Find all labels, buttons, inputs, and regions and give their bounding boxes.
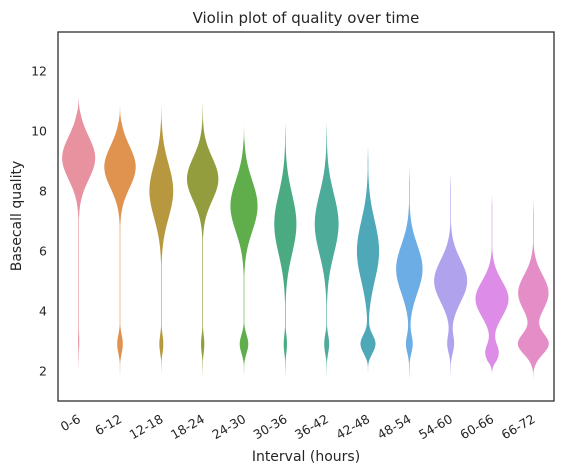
y-tick-labels: 2 4 6 8 10 12 — [31, 64, 47, 379]
violin-6-12 — [104, 104, 136, 377]
x-tick-label: 36-42 — [292, 411, 331, 442]
y-tick-label: 4 — [39, 304, 47, 319]
x-tick-labels: 0-6 6-12 12-18 18-24 24-30 30-36 36-42 42-48 48-… — [58, 411, 538, 442]
violin-18-24 — [186, 101, 219, 377]
violin-30-36 — [274, 122, 297, 377]
y-axis-label: Basecall quality — [9, 161, 25, 272]
y-tick-label: 8 — [39, 184, 47, 199]
x-tick-label: 24-30 — [209, 411, 248, 442]
x-tick-label: 66-72 — [499, 411, 538, 442]
x-tick-label: 60-66 — [457, 411, 496, 442]
x-tick-label: 0-6 — [58, 411, 83, 434]
x-axis-label: Interval (hours) — [252, 449, 360, 465]
violin-66-72 — [517, 200, 549, 380]
y-tick-label: 6 — [39, 244, 47, 259]
violin-0-6 — [62, 95, 96, 371]
violin-36-42 — [314, 122, 339, 377]
y-tick-label: 2 — [39, 364, 47, 379]
x-tick-label: 30-36 — [251, 411, 290, 442]
violin-60-66 — [475, 194, 509, 374]
x-tick-label: 6-12 — [92, 411, 124, 438]
violin-12-18 — [149, 104, 174, 374]
violins-group — [62, 95, 549, 380]
violin-24-30 — [230, 125, 258, 377]
violin-54-60 — [434, 173, 468, 377]
plot-frame — [57, 31, 555, 402]
y-tick-label: 12 — [31, 64, 47, 79]
x-tick-label: 48-54 — [375, 411, 414, 442]
violin-48-54 — [396, 167, 423, 380]
x-tick-label: 12-18 — [127, 411, 166, 442]
x-tick-label: 42-48 — [333, 411, 372, 442]
x-tick-label: 54-60 — [416, 411, 455, 442]
violin-42-48 — [356, 146, 380, 374]
y-tick-label: 10 — [31, 124, 47, 139]
chart-title: Violin plot of quality over time — [193, 9, 420, 27]
x-tick-label: 18-24 — [168, 411, 207, 442]
